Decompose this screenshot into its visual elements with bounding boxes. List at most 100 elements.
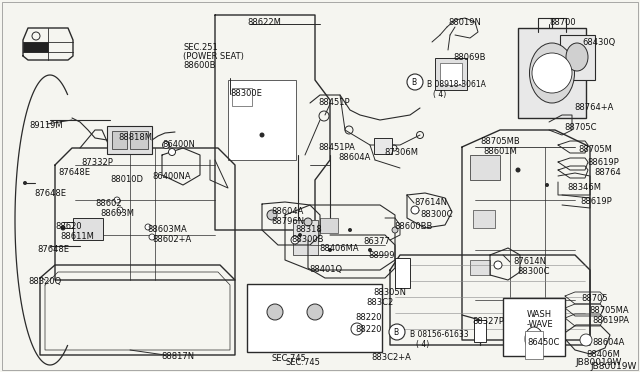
Text: 88406MA: 88406MA — [319, 244, 358, 253]
Ellipse shape — [525, 327, 543, 351]
Circle shape — [23, 181, 27, 185]
Text: 88300C: 88300C — [420, 210, 452, 219]
Text: 88705M: 88705M — [578, 145, 612, 154]
Text: 88604A: 88604A — [338, 153, 371, 162]
Text: 88611M: 88611M — [60, 232, 94, 241]
Bar — [232, 88, 252, 106]
Circle shape — [145, 224, 151, 230]
Circle shape — [307, 304, 323, 320]
Text: 883C2+A: 883C2+A — [371, 353, 411, 362]
Text: JB80019W: JB80019W — [575, 358, 621, 367]
Text: 88999: 88999 — [368, 251, 394, 260]
Bar — [344, 290, 362, 315]
Ellipse shape — [566, 43, 588, 71]
Text: WASH: WASH — [527, 310, 552, 319]
Text: 68430Q: 68430Q — [582, 38, 615, 47]
Circle shape — [411, 206, 419, 214]
Text: 86400N: 86400N — [162, 140, 195, 149]
Bar — [293, 220, 318, 255]
Circle shape — [168, 148, 175, 155]
Text: 88817N: 88817N — [161, 352, 194, 361]
Text: 88601M: 88601M — [483, 147, 517, 156]
Text: 88604A: 88604A — [592, 338, 625, 347]
Circle shape — [267, 210, 277, 220]
Text: 87648E: 87648E — [37, 245, 69, 254]
Text: 87306M: 87306M — [384, 148, 418, 157]
Circle shape — [267, 304, 283, 320]
Text: 88705: 88705 — [581, 294, 607, 303]
Bar — [560, 35, 595, 80]
Circle shape — [163, 141, 170, 148]
Text: 89119M: 89119M — [29, 121, 63, 130]
Circle shape — [259, 132, 264, 138]
Text: B 08156-61633: B 08156-61633 — [410, 330, 468, 339]
Text: 87648E: 87648E — [58, 168, 90, 177]
Text: 88619P: 88619P — [580, 197, 612, 206]
Text: 88019N: 88019N — [448, 18, 481, 27]
Text: 88010D: 88010D — [110, 175, 143, 184]
Text: SEC.251: SEC.251 — [183, 43, 218, 52]
Text: B: B — [393, 328, 398, 337]
Text: 88406M: 88406M — [586, 350, 620, 359]
Circle shape — [407, 74, 423, 90]
Text: SEC.745: SEC.745 — [271, 354, 307, 363]
Text: 88705MA: 88705MA — [589, 306, 628, 315]
Text: 87332P: 87332P — [81, 158, 113, 167]
Text: 88220: 88220 — [355, 325, 381, 334]
Text: 88796N: 88796N — [271, 217, 304, 226]
Text: 88300B: 88300B — [291, 235, 323, 244]
Bar — [518, 28, 586, 118]
Text: 88600BB: 88600BB — [394, 222, 433, 231]
Bar — [247, 284, 382, 352]
Text: 87614N: 87614N — [414, 198, 447, 207]
Text: 88600B: 88600B — [183, 61, 216, 70]
Text: 88069B: 88069B — [453, 53, 486, 62]
Bar — [435, 58, 467, 90]
Bar — [228, 80, 296, 160]
Text: 88401Q: 88401Q — [309, 265, 342, 274]
Bar — [474, 320, 486, 342]
Circle shape — [328, 248, 332, 252]
Text: 88300C: 88300C — [517, 267, 550, 276]
Circle shape — [389, 324, 405, 340]
Bar — [345, 328, 360, 350]
Text: (POWER SEAT): (POWER SEAT) — [183, 52, 244, 61]
Circle shape — [351, 323, 363, 335]
Circle shape — [392, 227, 398, 233]
Text: 88602+A: 88602+A — [152, 235, 191, 244]
Circle shape — [545, 183, 549, 187]
Text: 88327P: 88327P — [472, 317, 504, 326]
Text: 88346M: 88346M — [567, 183, 601, 192]
Text: 86400NA: 86400NA — [152, 172, 191, 181]
Text: 88602: 88602 — [95, 199, 122, 208]
Circle shape — [149, 234, 155, 240]
Text: 88764+A: 88764+A — [574, 103, 613, 112]
Text: 88320Q: 88320Q — [28, 277, 61, 286]
Bar — [23, 42, 48, 52]
Bar — [130, 131, 148, 149]
Text: 88620: 88620 — [55, 222, 82, 231]
Text: 88305N: 88305N — [373, 288, 406, 297]
Circle shape — [304, 218, 312, 226]
Circle shape — [114, 197, 120, 203]
Text: 88603M: 88603M — [100, 209, 134, 218]
Text: ( 4): ( 4) — [416, 340, 429, 349]
Text: 88603MA: 88603MA — [147, 225, 187, 234]
Text: 88700: 88700 — [549, 18, 575, 27]
Bar — [525, 331, 543, 359]
Text: 88622M: 88622M — [247, 18, 281, 27]
Text: 88451PA: 88451PA — [318, 143, 355, 152]
Text: JB80019W: JB80019W — [590, 362, 636, 371]
Text: B 08918-3061A: B 08918-3061A — [427, 80, 486, 89]
Circle shape — [61, 225, 65, 231]
Text: 88764: 88764 — [594, 168, 621, 177]
Bar — [107, 126, 152, 154]
Circle shape — [313, 310, 317, 314]
Bar — [320, 218, 338, 233]
Circle shape — [273, 310, 277, 314]
Bar — [473, 210, 495, 228]
Bar — [440, 63, 462, 85]
Text: -WAVE: -WAVE — [527, 320, 554, 329]
Text: 88451P: 88451P — [318, 98, 349, 107]
Bar — [470, 155, 500, 180]
